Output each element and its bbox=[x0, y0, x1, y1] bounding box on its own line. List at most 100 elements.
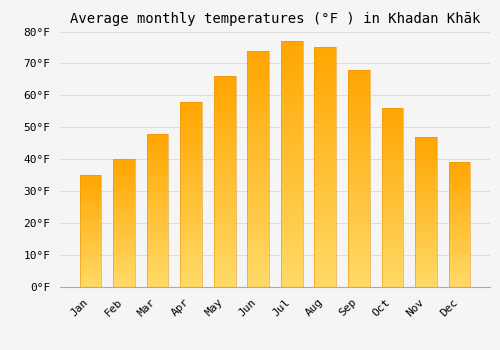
Bar bbox=[146, 174, 169, 177]
Bar bbox=[214, 127, 236, 131]
Bar bbox=[382, 115, 404, 119]
Bar bbox=[348, 178, 370, 183]
Bar bbox=[146, 134, 169, 137]
Bar bbox=[382, 108, 404, 287]
Bar bbox=[80, 175, 102, 177]
Bar bbox=[348, 226, 370, 231]
Bar bbox=[382, 248, 404, 251]
Bar bbox=[180, 243, 202, 246]
Bar bbox=[214, 198, 236, 203]
Bar bbox=[214, 156, 236, 161]
Bar bbox=[214, 118, 236, 122]
Bar bbox=[180, 150, 202, 154]
Bar bbox=[382, 219, 404, 223]
Bar bbox=[348, 152, 370, 157]
Bar bbox=[248, 282, 269, 287]
Bar bbox=[314, 172, 336, 177]
Bar bbox=[214, 258, 236, 262]
Bar bbox=[382, 137, 404, 140]
Bar bbox=[80, 282, 102, 285]
Bar bbox=[415, 203, 437, 206]
Bar bbox=[113, 167, 135, 169]
Bar bbox=[314, 71, 336, 76]
Bar bbox=[80, 251, 102, 253]
Bar bbox=[146, 164, 169, 167]
Bar bbox=[214, 279, 236, 283]
Bar bbox=[448, 170, 470, 173]
Bar bbox=[415, 269, 437, 272]
Bar bbox=[113, 226, 135, 228]
Bar bbox=[248, 126, 269, 131]
Bar bbox=[214, 270, 236, 274]
Bar bbox=[415, 200, 437, 203]
Bar bbox=[146, 189, 169, 192]
Bar bbox=[281, 223, 302, 228]
Bar bbox=[314, 119, 336, 124]
Bar bbox=[214, 262, 236, 266]
Bar bbox=[382, 187, 404, 190]
Bar bbox=[348, 96, 370, 100]
Bar bbox=[214, 139, 236, 144]
Bar bbox=[382, 190, 404, 194]
Bar bbox=[214, 148, 236, 152]
Bar bbox=[146, 146, 169, 149]
Bar bbox=[80, 182, 102, 184]
Bar bbox=[314, 95, 336, 100]
Bar bbox=[248, 244, 269, 249]
Bar bbox=[314, 196, 336, 201]
Bar bbox=[448, 187, 470, 190]
Bar bbox=[281, 56, 302, 61]
Bar bbox=[281, 159, 302, 164]
Bar bbox=[448, 180, 470, 182]
Bar bbox=[80, 177, 102, 180]
Bar bbox=[348, 113, 370, 118]
Bar bbox=[281, 253, 302, 258]
Bar bbox=[314, 76, 336, 81]
Bar bbox=[180, 254, 202, 257]
Bar bbox=[348, 200, 370, 204]
Bar bbox=[146, 143, 169, 146]
Bar bbox=[281, 233, 302, 238]
Bar bbox=[248, 159, 269, 164]
Bar bbox=[348, 70, 370, 287]
Bar bbox=[382, 158, 404, 162]
Bar bbox=[113, 282, 135, 285]
Bar bbox=[180, 268, 202, 272]
Bar bbox=[180, 102, 202, 105]
Bar bbox=[113, 175, 135, 177]
Bar bbox=[382, 244, 404, 248]
Bar bbox=[281, 134, 302, 139]
Bar bbox=[348, 148, 370, 152]
Bar bbox=[248, 93, 269, 98]
Bar bbox=[281, 194, 302, 198]
Bar bbox=[80, 204, 102, 206]
Bar bbox=[214, 266, 236, 270]
Bar bbox=[80, 240, 102, 242]
Bar bbox=[448, 247, 470, 250]
Bar bbox=[214, 114, 236, 118]
Bar bbox=[214, 80, 236, 85]
Bar bbox=[382, 147, 404, 151]
Bar bbox=[180, 161, 202, 165]
Bar bbox=[415, 176, 437, 179]
Bar bbox=[146, 256, 169, 259]
Bar bbox=[146, 161, 169, 164]
Bar bbox=[448, 235, 470, 237]
Bar bbox=[348, 196, 370, 200]
Bar bbox=[314, 278, 336, 282]
Bar bbox=[281, 130, 302, 134]
Bar bbox=[113, 193, 135, 195]
Bar bbox=[281, 100, 302, 105]
Bar bbox=[382, 133, 404, 137]
Bar bbox=[180, 235, 202, 239]
Bar bbox=[180, 224, 202, 228]
Bar bbox=[348, 144, 370, 148]
Bar bbox=[146, 152, 169, 155]
Bar bbox=[214, 207, 236, 211]
Bar bbox=[248, 202, 269, 206]
Bar bbox=[448, 280, 470, 282]
Bar bbox=[281, 85, 302, 90]
Bar bbox=[80, 229, 102, 231]
Bar bbox=[80, 242, 102, 245]
Bar bbox=[248, 103, 269, 107]
